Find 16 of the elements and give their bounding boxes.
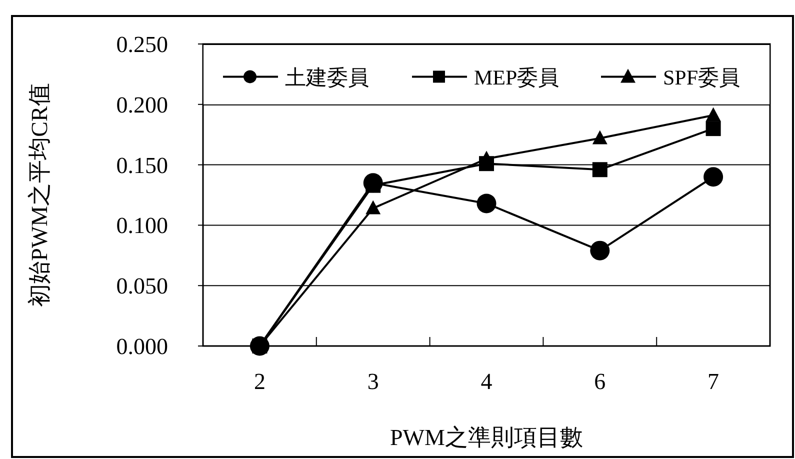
y-tick-label: 0.250: [116, 32, 168, 57]
y-tick-label: 0.200: [116, 92, 168, 118]
x-axis-title: PWM之準則項目數: [390, 425, 583, 450]
x-tick-label: 2: [254, 369, 266, 394]
x-tick-label: 7: [708, 369, 720, 394]
y-axis-title: 初始PWM之平均CR值: [27, 83, 52, 307]
legend-label: SPF委員: [663, 66, 740, 90]
legend-label: MEP委員: [474, 66, 560, 90]
x-tick-label: 4: [480, 369, 493, 394]
y-tick-label: 0.100: [116, 213, 168, 238]
x-tick-label: 6: [594, 369, 606, 394]
x-tick-label: 3: [367, 369, 379, 394]
y-tick-label: 0.050: [116, 274, 168, 299]
y-tick-label: 0.150: [116, 152, 168, 178]
y-tick-label: 0.000: [116, 334, 168, 359]
legend-label: 土建委員: [285, 66, 369, 90]
